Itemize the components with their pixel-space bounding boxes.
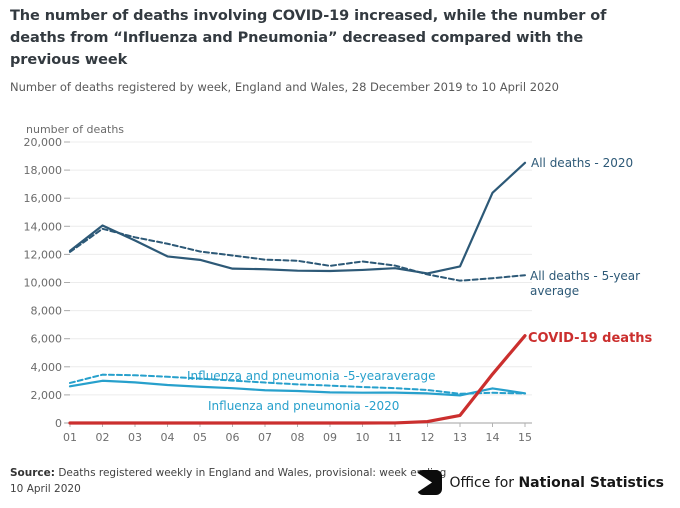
y-tick-label: 4,000 xyxy=(31,361,63,374)
source-label: Source: xyxy=(10,467,55,479)
x-tick-label: 03 xyxy=(128,431,142,444)
series-label-influenza-and-pneumonia-5-yearaverage: Influenza and pneumonia -5-yearaverage xyxy=(187,369,435,383)
x-tick-label: 05 xyxy=(193,431,207,444)
series-label-influenza-and-pneumonia-2020: Influenza and pneumonia -2020 xyxy=(208,399,399,413)
chart-svg: 0 2,000 4,000 6,000 8,000 10,000 12,000 14,000 1… xyxy=(24,123,653,444)
x-tick-label: 08 xyxy=(291,431,305,444)
x-tick-label: 09 xyxy=(323,431,337,444)
chart-title: The number of deaths involving COVID-19 … xyxy=(10,8,607,68)
series-label-covid-19-deaths: COVID-19 deaths xyxy=(528,331,653,346)
x-tick-label: 02 xyxy=(96,431,110,444)
series-label-all-deaths-5-year: All deaths - 5-year xyxy=(530,269,640,283)
ons-logo-text: Office for National Statistics xyxy=(449,475,664,491)
ons-logo-text-regular: Office for xyxy=(449,474,519,491)
y-tick-label: 10,000 xyxy=(24,277,63,290)
y-tick-label: 14,000 xyxy=(24,220,63,233)
y-tick-label: 2,000 xyxy=(31,389,63,402)
line-chart: 0 2,000 4,000 6,000 8,000 10,000 12,000 14,000 1… xyxy=(0,118,680,454)
series-label-all-deaths-2020: All deaths - 2020 xyxy=(531,156,633,170)
line-influenza-and-pneumonia-5-yearaverage xyxy=(69,373,526,395)
x-tick-label: 14 xyxy=(486,431,500,444)
line-covid-19-deaths xyxy=(68,334,527,425)
ons-logo-icon xyxy=(417,470,443,495)
source-note: Source: Deaths registered weekly in Engl… xyxy=(10,466,458,498)
y-tick-label: 6,000 xyxy=(31,333,63,346)
line-all-deaths-5-year-average xyxy=(69,227,526,282)
y-axis-title: number of deaths xyxy=(26,123,124,136)
y-tick-label: 12,000 xyxy=(24,248,63,261)
x-tick-label: 06 xyxy=(226,431,240,444)
x-tick-label: 04 xyxy=(161,431,175,444)
x-tick-label: 15 xyxy=(518,431,532,444)
ons-logo: Office for National Statistics xyxy=(417,470,664,495)
y-tick-label: 20,000 xyxy=(24,136,63,149)
x-tick-label: 13 xyxy=(453,431,467,444)
x-tick-label: 07 xyxy=(258,431,272,444)
series-label-average: average xyxy=(530,284,579,298)
line-all-deaths-2020 xyxy=(68,161,527,275)
y-tick-label: 18,000 xyxy=(24,164,63,177)
chart-subtitle: Number of deaths registered by week, Eng… xyxy=(10,80,559,94)
x-tick-label: 01 xyxy=(63,431,77,444)
source-text: Deaths registered weekly in England and … xyxy=(10,467,447,495)
x-tick-label: 11 xyxy=(388,431,402,444)
x-tick-label: 12 xyxy=(421,431,435,444)
ons-logo-text-bold: National Statistics xyxy=(518,474,664,491)
y-tick-label: 16,000 xyxy=(24,192,63,205)
y-tick-label: 8,000 xyxy=(31,305,63,318)
line-influenza-and-pneumonia-2020 xyxy=(68,379,527,397)
y-tick-label: 0 xyxy=(55,417,62,430)
x-tick-label: 10 xyxy=(356,431,370,444)
